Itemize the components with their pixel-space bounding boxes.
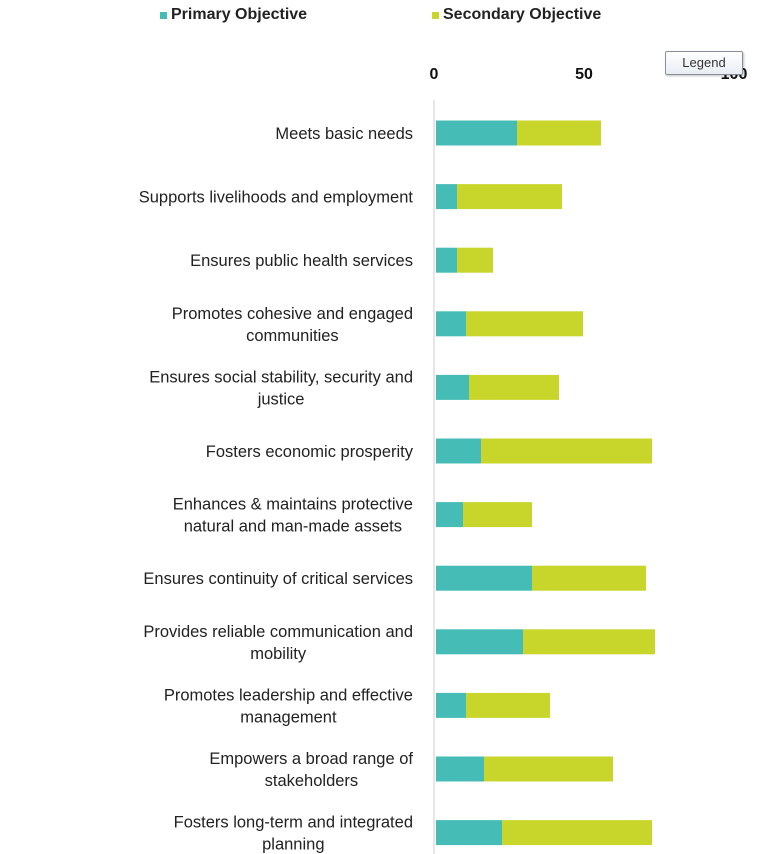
legend-tooltip: Legend [665,51,743,75]
bar-secondary-objective [517,120,601,146]
category-label: Supports livelihoods and employment [139,189,414,207]
category-label: Fosters economic prosperity [206,443,414,461]
bar-secondary-objective [466,311,583,337]
category-label: Ensures continuity of critical services [143,570,413,588]
bar-primary-objective [436,502,463,528]
bar-primary-objective [436,184,457,210]
bar-primary-objective [436,565,532,591]
legend-swatch-primary [160,11,167,19]
bar-primary-objective [436,247,457,273]
legend-label-secondary: Secondary Objective [443,6,602,23]
category-label: mobility [250,645,307,663]
category-label: management [240,708,337,726]
legend-item-secondary: Secondary Objective [432,6,601,24]
bar-primary-objective [436,311,466,337]
category-label: Ensures social stability, security and [149,368,413,386]
bar-secondary-objective [457,184,562,210]
bar-primary-objective [436,756,484,782]
bar-primary-objective [436,692,466,718]
category-label: Empowers a broad range of [209,750,413,768]
category-label: Ensures public health services [190,252,413,270]
category-label: Enhances & maintains protective [173,496,413,514]
legend-item-primary: Primary Objective [160,6,307,24]
bar-secondary-objective [481,438,652,464]
category-label: Promotes cohesive and engaged [172,305,413,323]
bar-primary-objective [436,629,523,655]
category-label: Promotes leadership and effective [164,686,413,704]
bar-secondary-objective [502,820,652,846]
category-label: justice [257,390,305,408]
chart-legend: Primary Objective Secondary Objective [0,6,761,30]
legend-label-primary: Primary Objective [171,6,308,23]
category-label: natural and man-made assets [184,518,402,536]
category-label: communities [246,327,339,345]
bar-secondary-objective [463,502,532,528]
category-label: Provides reliable communication and [143,623,413,641]
category-label: Fosters long-term and integrated [174,814,413,832]
x-tick-label: 0 [430,66,439,83]
bar-secondary-objective [466,692,550,718]
category-label: Meets basic needs [275,125,413,143]
bar-primary-objective [436,120,517,146]
bar-secondary-objective [532,565,646,591]
category-label: planning [262,836,324,854]
bar-primary-objective [436,374,469,400]
bar-secondary-objective [457,247,493,273]
x-tick-label: 50 [575,66,593,83]
category-label: stakeholders [265,772,359,790]
bar-primary-objective [436,820,502,846]
legend-swatch-secondary [432,11,439,19]
bar-primary-objective [436,438,481,464]
bar-secondary-objective [484,756,613,782]
bar-secondary-objective [523,629,655,655]
bar-secondary-objective [469,374,559,400]
